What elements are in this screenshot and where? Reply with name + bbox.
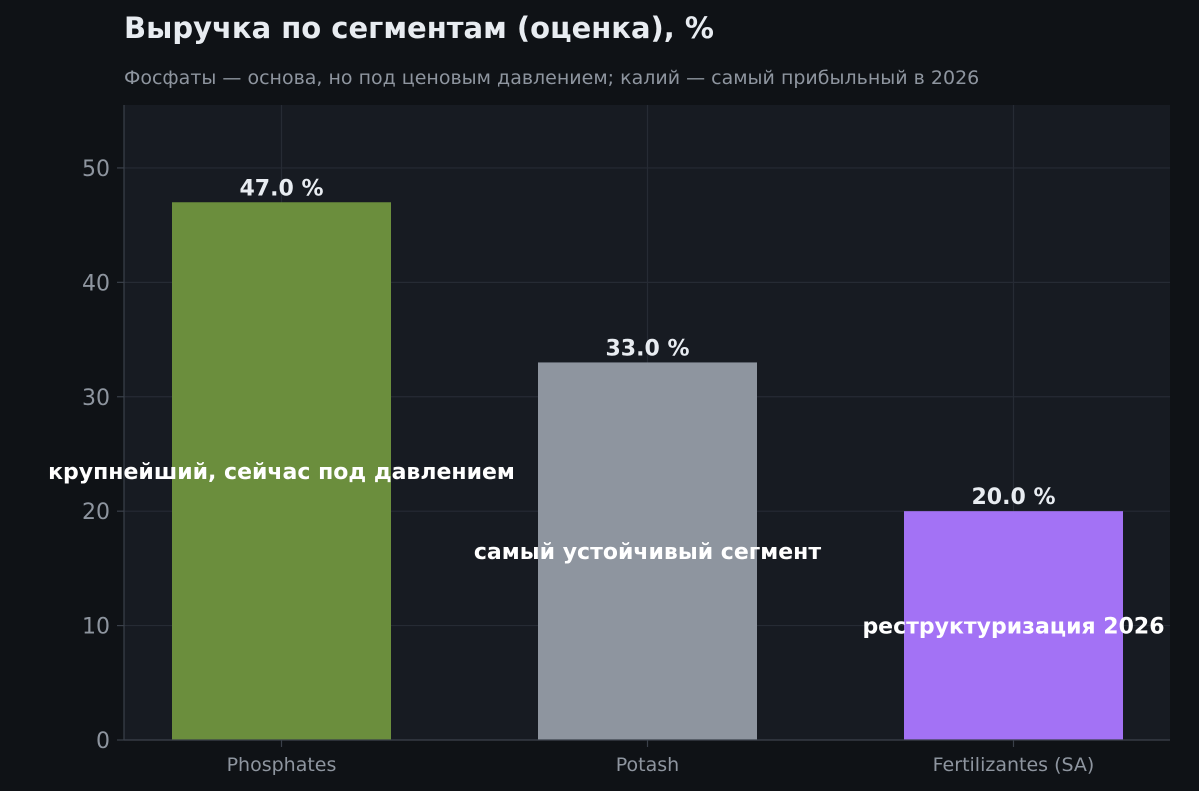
x-tick-label: Potash [616, 754, 679, 776]
x-tick-label: Phosphates [227, 754, 337, 776]
bar-annotation: реструктуризация 2026 [862, 615, 1164, 640]
y-tick-label: 30 [82, 386, 110, 411]
bar-fertilizantes-sa [904, 511, 1123, 740]
annotations: крупнейший, сейчас под давлением самый ус… [48, 460, 1164, 639]
bars [172, 202, 1123, 740]
bar-annotation: самый устойчивый сегмент [474, 540, 821, 565]
bar-value-label: 47.0 % [240, 176, 324, 201]
axes: 0 10 20 30 40 50 Phosphates Potash Fertilizantes… [82, 105, 1170, 776]
chart-title: Выручка по сегментам (оценка), % [124, 11, 714, 45]
y-tick-label: 50 [82, 157, 110, 182]
bar-annotation: крупнейший, сейчас под давлением [48, 460, 515, 485]
bar-potash [538, 362, 757, 740]
bar-value-label: 20.0 % [972, 485, 1056, 510]
value-labels: 47.0 % 33.0 % 20.0 % [240, 176, 1056, 510]
bar-value-label: 33.0 % [606, 336, 690, 361]
y-tick-label: 40 [82, 271, 110, 296]
chart-subtitle: Фосфаты — основа, но под ценовым давлени… [124, 67, 979, 89]
bar-phosphates [172, 202, 391, 740]
y-tick-label: 10 [82, 615, 110, 640]
y-tick-label: 20 [82, 500, 110, 525]
y-tick-label: 0 [96, 729, 110, 754]
x-tick-label: Fertilizantes (SA) [933, 754, 1095, 776]
